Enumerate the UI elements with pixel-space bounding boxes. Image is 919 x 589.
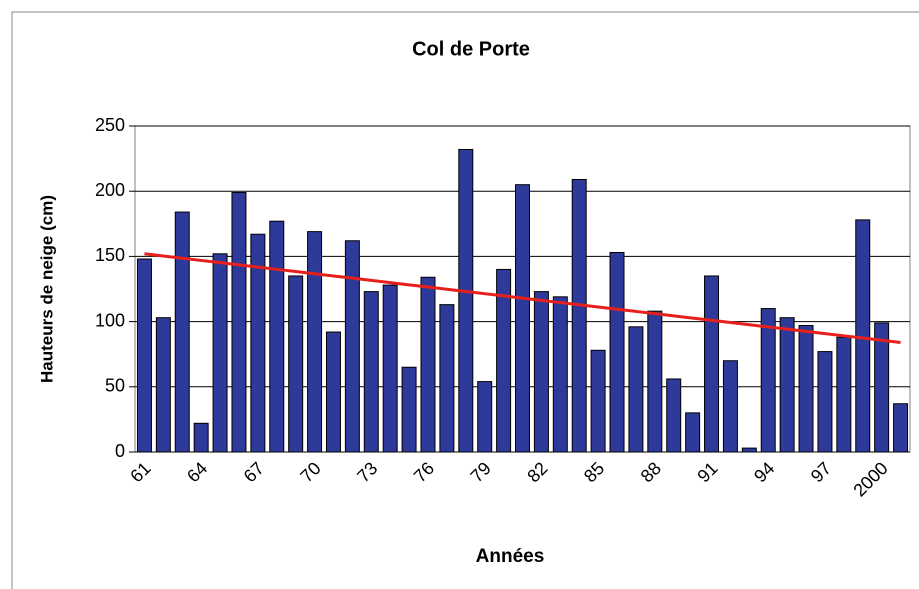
bar — [685, 412, 701, 453]
bar — [288, 275, 304, 453]
frame — [11, 11, 919, 589]
bar — [609, 251, 625, 453]
x-tick-label: 67 — [240, 458, 268, 486]
bar — [231, 192, 247, 453]
x-tick-label: 2000 — [849, 458, 891, 500]
y-tick-label: 150 — [95, 245, 125, 265]
bar — [647, 310, 663, 453]
x-tick-label: 97 — [807, 458, 835, 486]
bar — [855, 219, 871, 453]
bar — [722, 360, 738, 453]
bar — [439, 304, 455, 453]
bar — [212, 253, 228, 453]
chart-title: Col de Porte — [412, 38, 530, 60]
bar — [590, 349, 606, 453]
bar — [817, 351, 833, 453]
bar — [760, 308, 776, 453]
y-axis-label: Hauteurs de neige (cm) — [37, 195, 56, 383]
bar — [515, 184, 530, 453]
x-tick-label: 79 — [467, 458, 495, 486]
y-tick-label: 100 — [95, 310, 125, 330]
bar — [893, 403, 909, 453]
x-tick-label: 85 — [580, 458, 608, 486]
bar — [401, 366, 417, 453]
y-tick-label: 250 — [95, 115, 125, 135]
bar — [458, 148, 474, 453]
x-tick-label: 70 — [296, 458, 324, 486]
trend-line — [144, 252, 901, 344]
bar — [477, 381, 493, 453]
x-axis-label: Années — [476, 546, 545, 567]
y-tick-label: 50 — [105, 376, 125, 396]
bar — [779, 317, 795, 453]
bar — [269, 220, 285, 453]
x-tick-label: 88 — [637, 458, 665, 486]
bar — [836, 336, 852, 453]
bar — [136, 258, 152, 453]
x-tick-label: 73 — [353, 458, 381, 486]
bar — [155, 317, 171, 453]
x-tick-label: 94 — [750, 458, 778, 486]
bar — [325, 331, 341, 453]
y-tick-label: 200 — [95, 180, 125, 200]
bar — [552, 296, 568, 453]
bar — [420, 276, 436, 453]
bar — [741, 447, 757, 453]
bar — [628, 326, 644, 453]
y-tick-label: 0 — [115, 441, 125, 461]
bar — [704, 275, 720, 453]
bar — [666, 378, 682, 453]
bar — [344, 240, 360, 453]
bar — [798, 325, 814, 453]
x-tick-label: 82 — [523, 458, 551, 486]
bar — [174, 211, 190, 453]
bar — [533, 291, 549, 453]
bar — [193, 422, 209, 453]
bar — [363, 291, 379, 453]
x-tick-label: 76 — [410, 458, 438, 486]
x-tick-label: 64 — [183, 458, 211, 486]
bar — [571, 178, 587, 453]
x-tick-label: 91 — [693, 458, 721, 486]
x-tick-label: 61 — [126, 458, 154, 486]
bar — [382, 284, 398, 453]
bar — [307, 231, 323, 453]
